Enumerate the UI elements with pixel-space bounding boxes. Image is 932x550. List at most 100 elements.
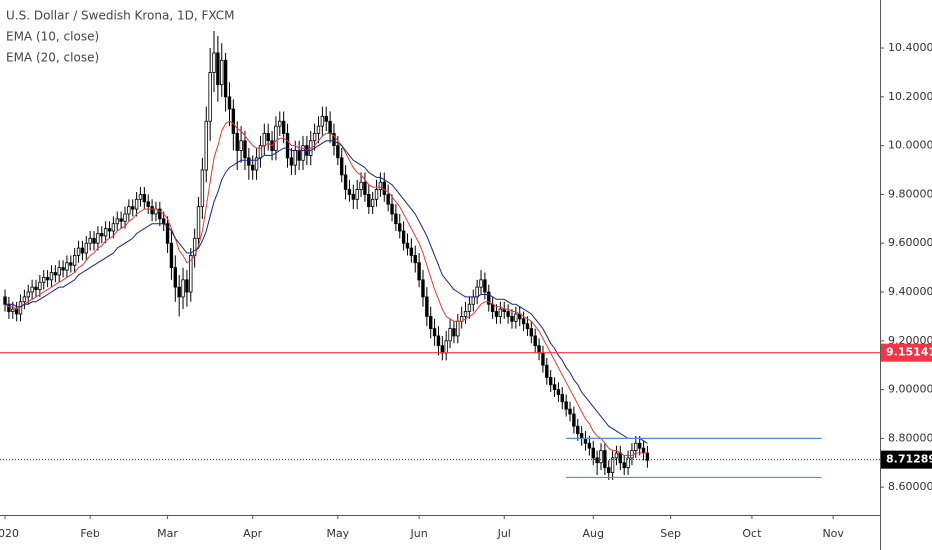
candle-body — [293, 150, 297, 166]
y-tick-label: 9.20000 — [888, 334, 932, 347]
candle-body — [281, 120, 286, 134]
candle-body — [390, 203, 394, 215]
candle-body — [158, 208, 162, 220]
candle-body — [100, 233, 104, 237]
candle-body — [572, 413, 576, 427]
legend-entry: EMA (20, close) — [6, 51, 99, 65]
x-tick-label: 2020 — [0, 527, 19, 540]
candle-body — [131, 206, 135, 210]
candle-body — [38, 281, 42, 290]
candle-body — [367, 194, 371, 208]
candle-body — [216, 52, 220, 86]
candle-body — [115, 218, 119, 225]
candle-body — [537, 345, 541, 354]
candle-body — [196, 206, 201, 239]
y-tick-label: 8.80000 — [888, 431, 932, 444]
candle-body — [254, 157, 259, 171]
candle-body — [630, 450, 634, 459]
candle-body — [637, 442, 642, 449]
candle-body — [398, 223, 402, 232]
y-tick-label: 9.60000 — [888, 236, 932, 249]
candle-body — [208, 72, 212, 122]
candle-body — [382, 181, 386, 195]
candle-body — [316, 125, 321, 134]
x-tick-label: Mar — [157, 527, 178, 540]
candle-body — [22, 296, 27, 303]
candle-body — [641, 447, 646, 454]
candle-body — [452, 328, 456, 337]
x-tick-label: May — [326, 527, 349, 540]
candle-body — [529, 328, 534, 337]
candle-body — [69, 262, 73, 266]
candle-body — [576, 425, 580, 434]
candle-body — [645, 452, 650, 461]
candle-body — [417, 262, 421, 281]
candle-body — [107, 228, 112, 232]
candle-body — [161, 218, 166, 225]
last-price-box — [881, 450, 932, 469]
candle-body — [332, 133, 336, 147]
candle-body — [405, 242, 410, 249]
candle-body — [618, 452, 623, 464]
candle-body — [88, 237, 92, 244]
candle-body — [610, 457, 615, 473]
candle-body — [599, 450, 603, 464]
candle-body — [413, 255, 417, 264]
candle-body — [289, 157, 294, 166]
candle-body — [359, 181, 363, 190]
candle-body — [607, 467, 611, 473]
candle-body — [61, 267, 65, 271]
candle-body — [42, 276, 46, 283]
candle-body — [251, 164, 255, 171]
level-label-box — [881, 343, 932, 362]
candle-body — [34, 286, 38, 290]
candle-body — [556, 389, 561, 395]
candle-body — [409, 247, 414, 256]
candle-body — [552, 384, 557, 391]
candle-body — [347, 189, 352, 195]
candle-body — [96, 233, 100, 244]
candle-body — [514, 313, 518, 322]
candle-body — [525, 323, 530, 330]
chart-title: U.S. Dollar / Swedish Krona, 1D, FXCM — [6, 9, 234, 23]
y-tick-label: 8.60000 — [888, 480, 932, 493]
candle-body — [374, 189, 379, 200]
candle-body — [328, 120, 332, 134]
y-tick-label: 10.00000 — [888, 139, 932, 152]
candle-body — [119, 218, 123, 222]
candle-body — [320, 115, 325, 127]
candle-body — [436, 335, 441, 347]
candle-body — [568, 408, 572, 415]
candle-body — [57, 267, 61, 276]
candle-body — [595, 457, 599, 464]
candle-body — [564, 401, 568, 410]
candle-body — [440, 345, 445, 354]
candle-body — [220, 59, 224, 86]
candle-body — [394, 213, 398, 225]
candle-body — [169, 242, 174, 269]
candle-body — [173, 267, 178, 288]
candle-body — [274, 125, 278, 151]
candle-body — [479, 279, 483, 288]
candle-body — [510, 316, 514, 322]
candle-body — [18, 301, 23, 315]
candle-body — [626, 457, 630, 469]
candle-body — [231, 108, 236, 134]
candle-body — [45, 276, 50, 281]
candle-body — [212, 52, 216, 73]
ema-line — [5, 140, 648, 444]
x-tick-label: Oct — [742, 527, 762, 540]
candle-body — [432, 328, 437, 337]
candle-body — [301, 145, 305, 161]
candle-body — [72, 255, 77, 266]
candle-body — [463, 311, 468, 317]
candle-body — [340, 157, 344, 176]
candle-body — [521, 318, 526, 325]
y-tick-label: 9.00000 — [888, 383, 932, 396]
candle-body — [471, 296, 475, 305]
candle-body — [351, 194, 356, 200]
candle-body — [533, 335, 537, 347]
candle-body — [343, 174, 348, 190]
